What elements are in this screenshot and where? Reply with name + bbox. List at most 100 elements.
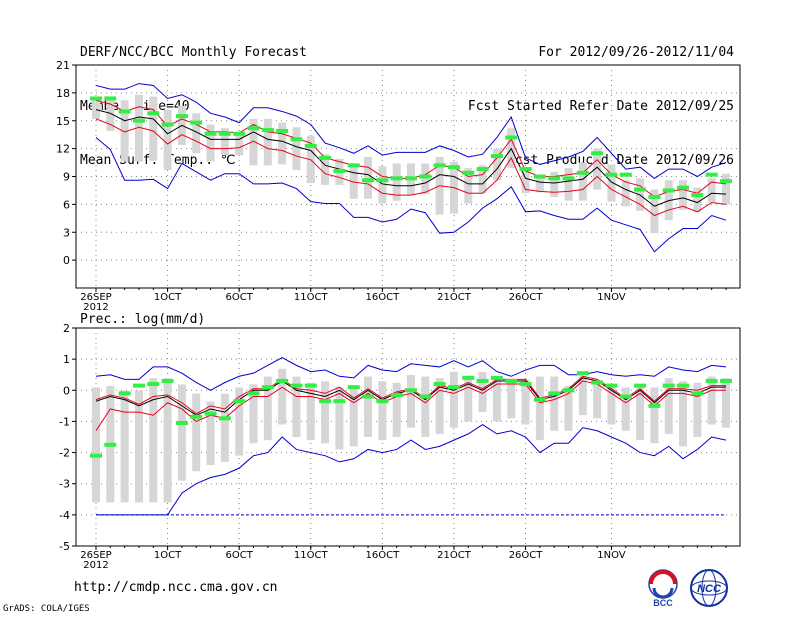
range-box: [335, 387, 344, 450]
y-tick-label: 3: [63, 226, 70, 239]
grads-credit: GrADS: COLA/IGES: [3, 604, 90, 614]
observed-marker: [90, 453, 102, 458]
range-box: [621, 180, 630, 207]
range-box: [206, 401, 215, 466]
range-box: [435, 378, 444, 434]
range-box: [636, 385, 645, 441]
range-box: [407, 375, 415, 428]
bcc-logo: BCC: [641, 568, 685, 608]
range-box: [220, 393, 229, 462]
x-tick-label: 26SEP: [80, 550, 111, 561]
x-tick-label: 1OCT: [154, 550, 182, 561]
range-box: [650, 189, 659, 234]
observed-marker: [261, 385, 274, 390]
x-tick-label: 21OCT: [437, 292, 472, 303]
observed-marker: [691, 391, 704, 396]
observed-marker: [648, 194, 661, 199]
y-tick-label: 18: [56, 87, 70, 100]
header-right: For 2012/09/26-2012/11/04 Fcst Started R…: [468, 8, 734, 188]
range-box: [564, 168, 573, 201]
lower-spread-line: [95, 118, 727, 217]
observed-marker: [476, 167, 489, 172]
forecast-started: Fcst Started Refer Date 2012/09/25: [467, 99, 734, 114]
range-box: [177, 384, 186, 481]
range-box: [134, 94, 143, 162]
range-box: [722, 173, 730, 205]
observed-marker: [662, 188, 675, 193]
range-box: [321, 154, 330, 185]
observed-marker: [476, 378, 489, 383]
observed-marker: [677, 185, 690, 190]
range-box: [607, 164, 616, 202]
range-box: [464, 378, 473, 422]
plot-frame: [75, 327, 741, 547]
ncc-logo: NCC: [687, 568, 731, 608]
observed-marker: [605, 383, 618, 388]
chart-title: DERF/NCC/BCC Monthly Forecast: [80, 45, 307, 60]
observed-marker: [376, 178, 389, 183]
range-box: [535, 175, 544, 193]
range-box: [249, 118, 258, 166]
observed-marker: [319, 399, 332, 404]
observed-marker: [691, 193, 704, 198]
range-box: [163, 378, 172, 503]
range-box: [192, 113, 201, 154]
observed-marker: [118, 391, 131, 396]
observed-marker: [619, 394, 632, 399]
observed-marker: [490, 154, 503, 159]
observed-marker: [347, 163, 360, 168]
x-tick-label: 21OCT: [437, 550, 472, 561]
observed-marker: [90, 96, 102, 101]
observed-marker: [190, 414, 203, 419]
observed-marker: [462, 375, 475, 380]
observed-marker: [233, 399, 246, 404]
observed-marker: [562, 388, 575, 393]
observed-marker: [419, 394, 432, 399]
range-box: [235, 132, 244, 156]
observed-marker: [662, 383, 675, 388]
x-tick-label: 1NOV: [597, 550, 626, 561]
range-box: [378, 166, 387, 204]
y-tick-label: -2: [59, 447, 70, 460]
observed-marker: [677, 383, 690, 388]
range-box: [521, 379, 530, 425]
y-tick-label: 15: [56, 115, 70, 128]
range-box: [578, 162, 587, 201]
observed-marker: [204, 411, 217, 416]
observed-marker: [562, 176, 575, 181]
observed-marker: [591, 380, 604, 385]
range-box: [507, 379, 516, 419]
observed-marker: [204, 131, 217, 136]
range-box: [149, 96, 158, 161]
observed-marker: [519, 167, 532, 172]
range-box: [707, 178, 716, 203]
observed-marker: [433, 382, 446, 387]
source-url[interactable]: http://cmdp.ncc.cma.gov.cn: [74, 580, 278, 595]
x-tick-label: 16OCT: [366, 292, 401, 303]
y-tick-label: 0: [63, 254, 70, 267]
observed-marker: [247, 126, 260, 131]
range-box: [693, 187, 702, 212]
observed-marker: [233, 131, 246, 136]
observed-marker: [619, 172, 632, 177]
bcc-logo-text: BCC: [653, 598, 673, 608]
x-tick-label: 1OCT: [154, 292, 182, 303]
range-box: [392, 163, 401, 201]
range-box: [679, 381, 688, 447]
observed-marker: [405, 388, 417, 393]
range-box: [464, 168, 473, 204]
forecast-period: For 2012/09/26-2012/11/04: [538, 45, 734, 60]
observed-marker: [104, 442, 117, 447]
observed-marker: [648, 403, 661, 408]
range-box: [550, 171, 559, 197]
observed-marker: [319, 155, 332, 160]
x-tick-label: 11OCT: [294, 550, 329, 561]
observed-marker: [362, 178, 375, 183]
observed-marker: [576, 170, 589, 175]
observed-marker: [490, 375, 503, 380]
max-line: [95, 83, 727, 179]
range-box: [321, 381, 330, 444]
observed-marker: [505, 378, 518, 383]
